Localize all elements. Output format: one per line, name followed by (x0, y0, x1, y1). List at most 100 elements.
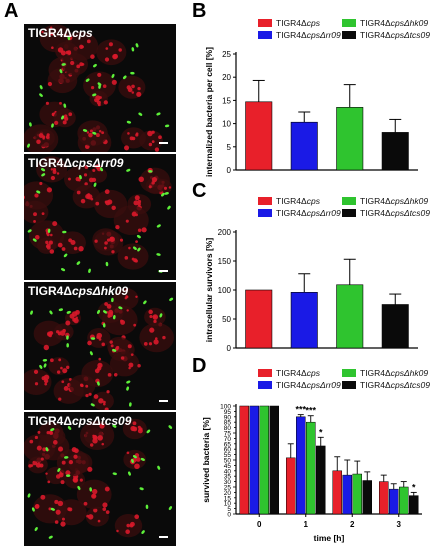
red-stain-dot (118, 48, 122, 52)
microscopy-panel-4: TIGR4ΔcpsΔtcs09 (24, 412, 176, 546)
y-tick-label: 85 (224, 420, 232, 427)
red-stain-dot (34, 435, 38, 440)
green-bacterium (89, 487, 92, 492)
red-stain-dot (98, 338, 102, 341)
y-tick-label: 0 (227, 166, 232, 175)
red-stain-dot (95, 133, 100, 138)
green-bacterium (65, 474, 71, 477)
green-bacterium (112, 472, 117, 476)
red-stain-dot (61, 380, 65, 384)
green-bacterium (97, 381, 100, 386)
bar (245, 101, 273, 171)
red-stain-dot (39, 463, 44, 468)
red-stain-dot (102, 502, 108, 508)
red-stain-dot (163, 186, 168, 190)
red-stain-dot (148, 342, 153, 346)
cell-body (96, 39, 127, 66)
red-stain-dot (63, 33, 67, 37)
red-stain-dot (105, 47, 109, 50)
y-tick-label: 200 (218, 228, 232, 237)
panel-letter-b: B (192, 0, 207, 22)
green-bacterium (79, 174, 82, 180)
microscopy-image-1 (24, 24, 170, 152)
legend-swatch (342, 197, 356, 205)
red-stain-dot (131, 84, 135, 89)
legend-swatch (258, 19, 272, 27)
scale-bar-3 (159, 400, 168, 402)
legend-swatch (258, 381, 272, 389)
red-stain-dot (49, 26, 53, 29)
green-bacterium (132, 455, 137, 459)
red-stain-dot (111, 250, 115, 254)
red-stain-dot (67, 52, 71, 55)
green-bacterium (63, 103, 67, 108)
green-bacterium (90, 337, 96, 340)
red-stain-dot (111, 205, 116, 211)
red-stain-dot (87, 514, 94, 520)
green-bacterium (42, 358, 48, 362)
y-tick-label: 100 (218, 286, 232, 295)
green-bacterium (129, 402, 132, 407)
red-stain-dot (58, 446, 64, 452)
red-stain-dot (68, 507, 73, 512)
legend-swatch (342, 369, 356, 377)
x-tick-label: 1 (304, 520, 309, 529)
red-stain-dot (52, 221, 58, 227)
red-stain-dot (63, 386, 69, 391)
y-tick-label: 50 (222, 315, 231, 324)
red-stain-dot (129, 136, 134, 141)
red-stain-dot (148, 309, 153, 315)
red-stain-dot (102, 84, 107, 88)
green-bacterium (143, 300, 147, 305)
y-axis-label: survived bacteria [%] (201, 417, 211, 503)
red-stain-dot (116, 529, 119, 533)
red-stain-dot (75, 309, 80, 315)
red-stain-dot (36, 445, 42, 451)
microscopy-label-2: TIGR4ΔcpsΔrr09 (28, 156, 124, 170)
red-stain-dot (94, 165, 97, 168)
red-stain-dot (45, 240, 49, 244)
chart-c-survivors: TIGR4Δcps TIGR4ΔcpsΔhk09 TIGR4ΔcpsΔrr09 TIG… (204, 196, 430, 353)
legend-swatch (258, 209, 272, 217)
red-stain-dot (151, 130, 155, 134)
green-bacterium (112, 315, 116, 320)
legend-swatch (258, 31, 272, 39)
red-stain-dot (33, 212, 37, 217)
legend-swatch (342, 381, 356, 389)
red-stain-dot (58, 472, 64, 478)
red-stain-dot (58, 358, 62, 362)
y-tick-label: 30 (224, 479, 232, 486)
green-bacterium (97, 309, 100, 315)
green-bacterium (49, 310, 53, 315)
red-stain-dot (151, 181, 155, 185)
red-stain-dot (124, 296, 128, 300)
red-stain-dot (124, 145, 130, 151)
red-stain-dot (124, 256, 129, 260)
red-stain-dot (92, 168, 96, 172)
red-stain-dot (99, 423, 105, 429)
red-stain-dot (66, 365, 70, 370)
green-bacterium (122, 75, 127, 80)
bar (379, 481, 389, 515)
red-stain-dot (34, 193, 39, 198)
red-stain-dot (34, 382, 39, 386)
red-stain-dot (104, 302, 109, 306)
red-stain-dot (68, 177, 71, 181)
green-bacterium (57, 468, 61, 473)
red-stain-dot (110, 344, 114, 348)
red-stain-dot (50, 175, 56, 181)
y-tick-label: 55 (224, 452, 232, 459)
red-stain-dot (84, 182, 88, 186)
green-bacterium (118, 306, 123, 310)
red-stain-dot (134, 463, 140, 470)
red-stain-dot (78, 246, 84, 252)
red-stain-dot (126, 523, 131, 528)
red-stain-dot (111, 79, 117, 85)
microscopy-panel-3: TIGR4ΔcpsΔhk09 (24, 282, 176, 410)
significance-marker: * (319, 427, 323, 437)
x-tick-label: 0 (257, 520, 262, 529)
green-bacterium (82, 129, 88, 132)
legend-swatch (342, 31, 356, 39)
red-stain-dot (83, 501, 88, 506)
green-bacterium (92, 131, 97, 135)
